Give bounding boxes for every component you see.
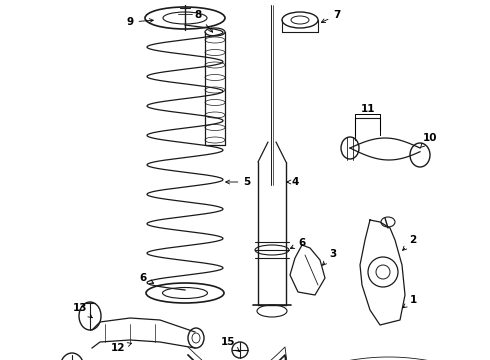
Text: 13: 13 [0, 359, 1, 360]
Text: 5: 5 [226, 177, 250, 187]
Text: 17: 17 [0, 359, 1, 360]
Text: 7: 7 [321, 10, 341, 23]
Text: 12: 12 [111, 343, 131, 353]
Text: 3: 3 [322, 249, 337, 265]
Text: 6: 6 [291, 238, 306, 248]
Text: 10: 10 [420, 133, 437, 148]
Text: 4: 4 [287, 177, 299, 187]
Text: 15: 15 [221, 337, 240, 352]
Text: 14: 14 [0, 359, 1, 360]
Text: 8: 8 [195, 10, 213, 32]
Text: 11: 11 [361, 104, 375, 114]
Text: 9: 9 [126, 17, 153, 27]
Text: 16: 16 [0, 359, 1, 360]
Text: 13: 13 [73, 303, 92, 318]
Text: 1: 1 [403, 295, 416, 308]
Text: 6: 6 [139, 273, 154, 283]
Text: 2: 2 [403, 235, 416, 250]
